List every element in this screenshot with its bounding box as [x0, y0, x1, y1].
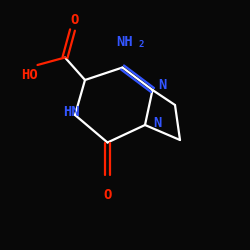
Text: O: O: [103, 188, 112, 202]
Text: 2: 2: [138, 40, 144, 50]
Text: O: O: [71, 13, 79, 27]
Text: HO: HO: [22, 68, 38, 82]
Text: N: N: [153, 116, 162, 130]
Text: HN: HN: [63, 106, 80, 120]
Text: NH: NH: [116, 36, 134, 50]
Text: N: N: [158, 78, 167, 92]
